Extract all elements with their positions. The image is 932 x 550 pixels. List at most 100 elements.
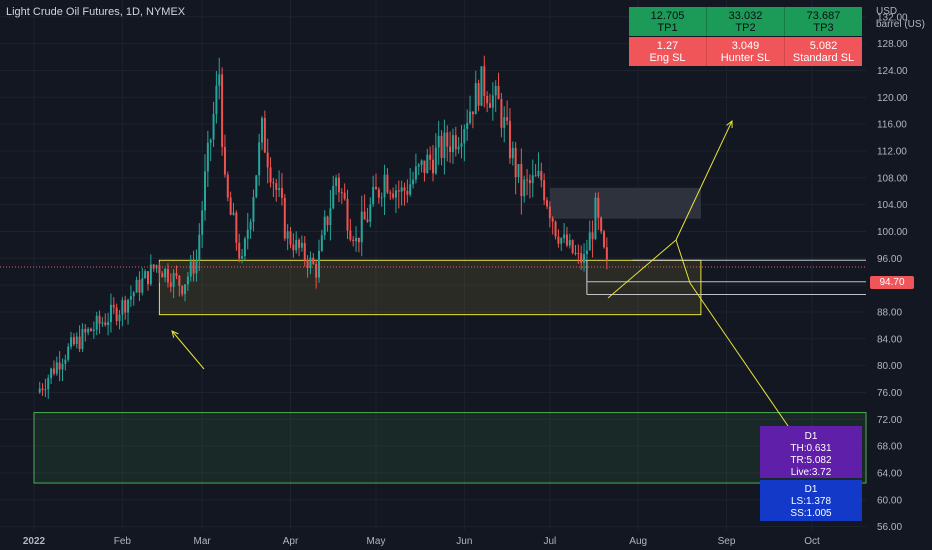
candle-body	[340, 192, 343, 194]
currency-label: USD	[876, 6, 898, 17]
d1-ls: LS:1.378	[790, 496, 832, 507]
candle-body	[346, 198, 349, 231]
candle-body	[514, 147, 517, 178]
y-tick-label: 68.00	[877, 442, 902, 453]
zone-layer	[33, 187, 867, 484]
candle-body	[375, 186, 377, 190]
candle-body	[181, 285, 184, 295]
unit-label: barrel (US)	[876, 19, 925, 30]
demand-zone	[33, 412, 867, 484]
projection-arrow-head	[726, 119, 733, 129]
supply-box	[549, 187, 701, 219]
candle-body	[454, 135, 457, 150]
candle-body	[315, 263, 318, 278]
x-tick-label: Aug	[629, 536, 647, 547]
candle-body	[349, 230, 352, 240]
candle-body	[392, 193, 395, 198]
x-tick-label: Mar	[194, 536, 212, 547]
tp3-label: TP3	[813, 21, 834, 34]
d1-tr: TR:5.082	[790, 455, 832, 466]
y-tick-label: 124.00	[877, 66, 908, 77]
candle-body	[286, 231, 289, 239]
candle-body	[263, 117, 266, 153]
candle-body	[603, 231, 605, 248]
y-tick-label: 112.00	[877, 146, 907, 157]
candle-body	[275, 183, 278, 190]
candle-body	[195, 260, 198, 274]
candle-body	[161, 273, 164, 278]
yellow-zone	[158, 259, 702, 316]
candle-body	[523, 179, 526, 197]
candle-body	[486, 96, 489, 104]
candle-body	[144, 271, 147, 279]
symbol-title[interactable]: Light Crude Oil Futures, 1D, NYMEX	[6, 6, 186, 18]
candle-body	[58, 362, 61, 370]
candle-body	[483, 66, 486, 97]
tp1-label: TP1	[657, 21, 678, 34]
candle-body	[303, 242, 306, 260]
candle-body	[506, 117, 509, 121]
candle-body	[406, 190, 409, 195]
candle-body	[75, 336, 78, 345]
candle-body	[323, 216, 326, 236]
candle-body	[246, 229, 249, 239]
candle-body	[329, 208, 332, 226]
candle-body	[377, 189, 380, 198]
y-tick-label: 64.00	[877, 468, 902, 479]
candle-body	[312, 257, 315, 264]
candle-body	[585, 250, 588, 255]
candle-body	[44, 389, 47, 391]
price-axis[interactable]: 132.00 128.00 124.00 120.00 116.00 112.00 108.…	[877, 12, 908, 533]
y-tick-label: 84.00	[877, 334, 902, 345]
candle-body	[252, 197, 255, 222]
candle-body	[238, 242, 241, 259]
candle-body	[412, 179, 415, 185]
candle-body	[568, 240, 571, 246]
candle-body	[335, 177, 338, 186]
projection-path-3	[689, 282, 789, 427]
y-tick-label: 76.00	[877, 388, 902, 399]
candles-layer	[38, 55, 608, 399]
candle-body	[258, 142, 261, 176]
candle-body	[70, 337, 73, 347]
candle-body	[309, 257, 312, 268]
y-tick-label: 128.00	[877, 39, 908, 50]
candle-body	[386, 174, 389, 193]
candle-body	[471, 111, 474, 115]
candle-body	[554, 221, 557, 237]
y-tick-label: 60.00	[877, 495, 902, 506]
candle-body	[463, 128, 466, 144]
candle-body	[494, 85, 497, 96]
candle-body	[306, 259, 309, 268]
candle-body	[534, 175, 537, 177]
candle-body	[221, 74, 224, 147]
candle-body	[332, 185, 335, 209]
projection-path-1	[607, 239, 677, 299]
tp2-label: TP2	[735, 21, 756, 34]
candle-body	[357, 237, 360, 243]
candle-body	[98, 315, 101, 324]
candle-body	[209, 139, 212, 143]
candle-body	[594, 197, 597, 240]
candle-body	[537, 170, 540, 176]
candle-body	[440, 135, 443, 159]
candle-body	[255, 175, 258, 198]
candle-body	[460, 143, 463, 147]
candle-body	[141, 278, 144, 293]
candle-body	[278, 188, 281, 190]
candle-body	[557, 236, 560, 244]
candle-body	[101, 322, 104, 324]
candle-body	[61, 363, 64, 370]
d1-stats-box: D1 TH:0.631 TR:5.082 Live:3.72	[760, 426, 862, 478]
y-tick-label: 88.00	[877, 307, 902, 318]
candle-body	[243, 238, 246, 257]
x-tick-label: Jul	[543, 536, 556, 547]
hunter-sl-cell: 3.049 Hunter SL	[706, 36, 785, 66]
candle-body	[229, 197, 232, 215]
candle-body	[429, 154, 432, 160]
time-axis[interactable]: 2022 Feb Mar Apr May Jun Jul Aug Sep Oct	[23, 536, 820, 547]
candle-body	[292, 244, 295, 251]
candle-body	[118, 314, 121, 322]
candle-body	[55, 362, 58, 374]
